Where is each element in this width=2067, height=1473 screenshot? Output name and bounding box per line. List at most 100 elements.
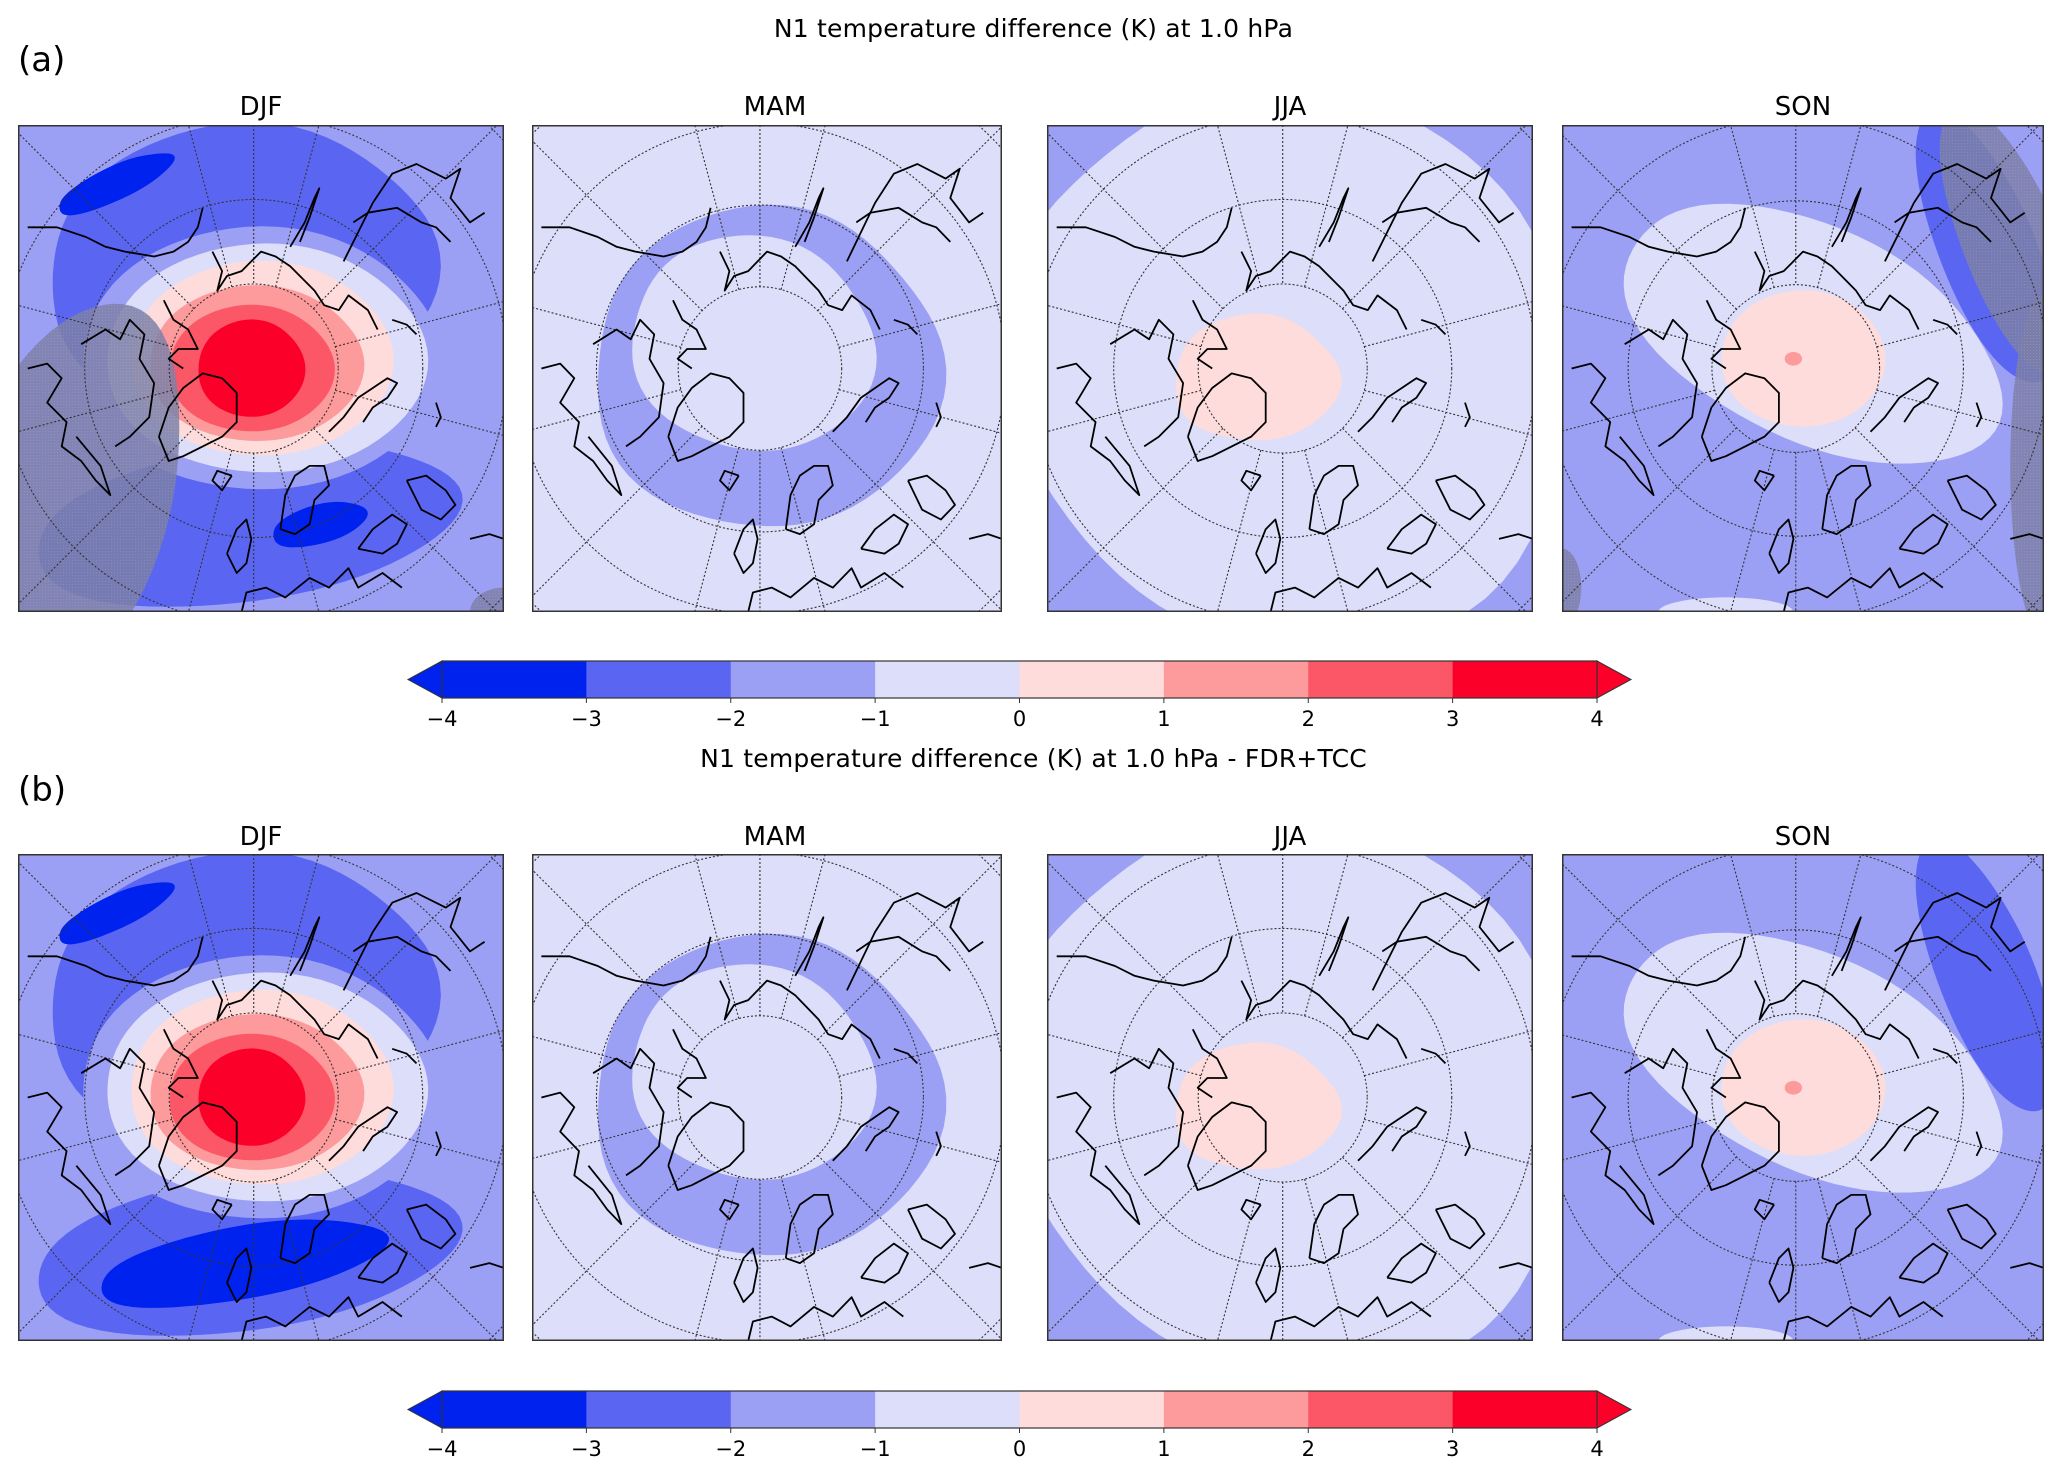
map-frame [18, 125, 504, 612]
panel-title-b-djf: DJF [239, 822, 283, 852]
parallel-70 [1627, 200, 1964, 537]
coastline [747, 567, 904, 612]
colorbar-extend-max [1596, 660, 1633, 699]
coastline [342, 163, 486, 262]
coastline [1768, 518, 1795, 574]
row-a-title: N1 temperature difference (K) at 1.0 hPa [773, 14, 1294, 43]
contour-fill-region [101, 1219, 390, 1308]
colorbar-segments [406, 660, 1633, 699]
map-a-son [1562, 125, 2044, 612]
coastline [1753, 250, 1920, 330]
colorbar-tick-label: −3 [571, 707, 602, 731]
coastline [1191, 299, 1228, 370]
coastline [1782, 1296, 1944, 1341]
coastline [1753, 1198, 1775, 1221]
coastline [1571, 207, 1747, 258]
coastline [893, 1047, 919, 1065]
coastline [27, 1091, 112, 1225]
coastline [1831, 916, 1862, 977]
coastline [719, 979, 881, 1059]
coastline [240, 567, 403, 612]
coastline [907, 474, 956, 521]
coastline [211, 469, 233, 492]
coastlines [1571, 892, 2044, 1341]
coastline [211, 1198, 233, 1221]
significance-mask [18, 303, 180, 612]
coastline [794, 187, 825, 248]
coastline [162, 299, 199, 370]
map-b-jja [1047, 854, 1533, 1341]
coastline [1269, 567, 1432, 612]
coastline [1318, 187, 1350, 248]
coastline [328, 1106, 398, 1162]
colorbar-tick-label: 3 [1446, 1437, 1459, 1461]
colorbar-tick-label: 4 [1590, 1437, 1603, 1461]
coastline [733, 1247, 759, 1303]
coastline [1571, 362, 1655, 496]
meridian [817, 1154, 1002, 1341]
panel-title-a-djf: DJF [239, 92, 283, 122]
coastline [855, 206, 951, 243]
colorbar-segment [875, 1391, 1020, 1428]
meridian [817, 425, 1002, 612]
coastline [935, 402, 942, 428]
meridian [313, 1156, 498, 1341]
coastline [1434, 474, 1486, 521]
coastline [1308, 465, 1359, 535]
coastline [541, 207, 712, 258]
meridian [1342, 1156, 1527, 1341]
coastline [719, 250, 881, 330]
map-a-djf [18, 125, 504, 612]
coastline [1240, 979, 1408, 1059]
gridlines [1047, 125, 1533, 612]
map-frame [18, 854, 504, 1341]
coastline [1768, 1247, 1795, 1303]
colorbar-segment [730, 661, 876, 698]
coastline [1705, 299, 1742, 370]
meridian [1342, 854, 1527, 1039]
coastline [1700, 1101, 1780, 1191]
colorbar-extend-min [406, 1390, 443, 1429]
coastline [1187, 1101, 1267, 1191]
coastline [1056, 207, 1233, 258]
coastline [846, 163, 984, 262]
colorbar-tick-label: −2 [715, 1437, 746, 1461]
colorbar-segment [1308, 1391, 1454, 1428]
coastline [1821, 465, 1872, 535]
colorbar-tick-label: 3 [1446, 707, 1459, 731]
coastline [1884, 163, 2026, 262]
contour-fill-region [1721, 1019, 1886, 1156]
coastline [1420, 1047, 1447, 1065]
coastline [226, 1247, 253, 1303]
map-a-mam [532, 125, 1002, 612]
colorbar-segments [406, 1390, 1633, 1429]
contour-fill-region [1658, 1326, 1794, 1341]
meridian [694, 447, 740, 612]
meridian [313, 125, 498, 310]
coastline [405, 474, 457, 521]
coastline [435, 1131, 442, 1157]
coastline [672, 299, 707, 370]
coastline [27, 936, 204, 987]
coastline [469, 1262, 504, 1269]
meridian [780, 125, 826, 290]
coastline [469, 533, 504, 540]
colorbar-tick-label: 0 [1013, 1437, 1026, 1461]
map-b-djf [18, 854, 504, 1341]
coastline [1191, 1028, 1228, 1099]
map-b-son [1562, 854, 2044, 1341]
colorbar-segment [442, 661, 587, 698]
coastline [1571, 936, 1747, 987]
coastline [1831, 187, 1862, 248]
coastline [1782, 567, 1944, 612]
coastline [1624, 1047, 1698, 1177]
coastline [435, 402, 442, 428]
colorbar-tick-label: 1 [1157, 1437, 1170, 1461]
parallel-70 [1627, 929, 1964, 1266]
contour-fill-region [198, 319, 306, 417]
coastline [1884, 892, 2026, 991]
coastlines [27, 163, 504, 612]
coastline [1894, 206, 1992, 243]
coastline [289, 187, 321, 248]
coastline [541, 936, 712, 987]
